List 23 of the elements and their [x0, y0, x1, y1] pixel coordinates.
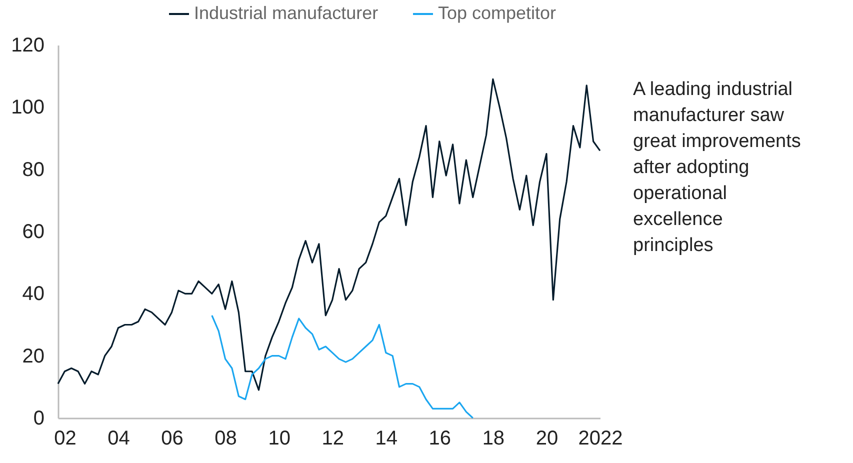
y-tick-label: 100 [11, 96, 44, 119]
x-tick-label: 04 [108, 428, 130, 450]
x-tick-label: 12 [322, 428, 344, 450]
x-tick-label: 16 [428, 428, 452, 450]
text: A leading industrial manufacturer saw great improvements after adopting operational excellence principles [633, 79, 801, 256]
legend-label: Top competitor [438, 3, 556, 23]
x-tick-label: 2022 [578, 428, 623, 450]
y-tick-label: 60 [22, 221, 44, 243]
line-series [57, 78, 601, 391]
x-tick-label: 08 [214, 428, 237, 450]
y-tick-label: 80 [22, 158, 44, 181]
y-tick-label: 0 [33, 408, 44, 430]
x-tick-label: 14 [375, 428, 398, 450]
x-tick-label: 18 [482, 428, 505, 450]
legend-label: Industrial manufacturer [194, 3, 378, 23]
y-tick-label: 120 [11, 34, 44, 56]
line-series [211, 314, 474, 419]
y-tick-label: 40 [22, 283, 44, 306]
x-tick-label: 06 [161, 428, 184, 450]
x-tick-label: 02 [54, 428, 76, 450]
y-tick-label: 20 [22, 345, 44, 368]
x-tick-label: 20 [536, 428, 558, 450]
x-tick-label: 10 [268, 428, 290, 450]
